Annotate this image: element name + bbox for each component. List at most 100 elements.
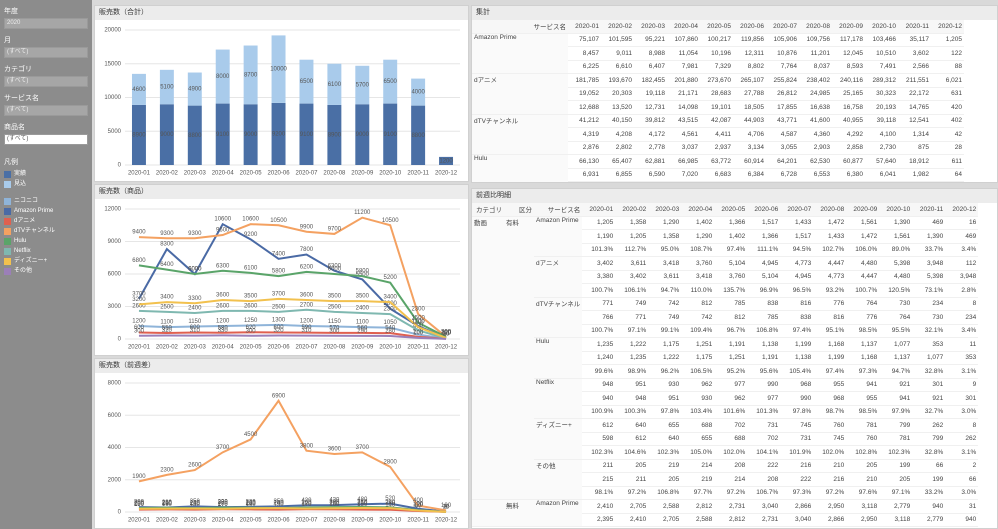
value-cell: 16 <box>945 216 979 230</box>
point-label: 280 <box>301 500 312 506</box>
line-series <box>138 334 447 340</box>
service-cell: ディズニー+ <box>534 418 583 460</box>
table-row: 102.3% 104.6% 102.3% 105.0% 102.0% 104.1% 101.… <box>472 445 979 460</box>
value-cell: 766 <box>582 310 616 325</box>
service-cell: dTVチャンネル <box>534 297 583 338</box>
value-cell: 19,118 <box>634 87 667 101</box>
value-cell: 5,398 <box>912 270 946 284</box>
y-tick-label: 15000 <box>104 61 121 67</box>
value-cell: 749 <box>615 297 649 311</box>
table-row: 2,876 2,802 2,778 3,037 2,937 3,134 3,055 2,903… <box>472 141 964 155</box>
value-cell: 816 <box>780 297 814 311</box>
bar-value-label: 6100 <box>328 82 342 88</box>
bar-value-label: 6500 <box>300 79 314 85</box>
bar-segment <box>271 102 286 165</box>
table-row: 8,457 9,011 8,988 11,054 10,196 12,311 10,876 1… <box>472 46 964 61</box>
value-cell: 6,041 <box>865 168 898 182</box>
chart: 0 5000 10000 15000 20000 2020-01 2020-02 2020-0… <box>104 28 460 177</box>
column-header: 区分 <box>504 203 534 217</box>
point-label: 200 <box>134 501 145 507</box>
bar-value-label: 9000 <box>356 132 370 138</box>
legend-item: 見込 <box>4 180 88 189</box>
value-cell: 4,587 <box>766 127 799 142</box>
point-label: 520 <box>385 496 396 502</box>
x-tick-label: 2020-08 <box>323 171 346 177</box>
legend-swatch <box>4 258 11 265</box>
value-cell: 42,087 <box>700 114 733 128</box>
value-cell: 2,566 <box>898 60 931 74</box>
bar-value-label: 8800 <box>411 133 425 139</box>
filter-label: 月 <box>4 37 11 44</box>
point-label: 2600 <box>244 303 258 309</box>
value-cell: 2,410 <box>582 499 616 514</box>
value-cell: 2,903 <box>799 141 832 155</box>
value-cell: 106.5% <box>681 364 715 379</box>
value-cell: 1,472 <box>846 229 880 244</box>
filter-box[interactable]: 2020 <box>4 18 88 29</box>
value-cell: 289,312 <box>865 73 898 88</box>
value-cell: 1,251 <box>714 351 748 365</box>
x-tick-label: 2020-04 <box>212 345 235 351</box>
value-cell: 182,455 <box>634 73 667 88</box>
legend-item: その他 <box>4 267 88 276</box>
value-cell: 25,165 <box>832 87 865 101</box>
value-cell: 32.8% <box>912 445 946 460</box>
point-label: 210 <box>162 501 173 507</box>
legend-label: dアニメ <box>14 218 36 224</box>
value-cell: 96.7% <box>714 324 748 338</box>
value-cell: 6,553 <box>799 168 832 182</box>
value-cell: 6,728 <box>766 168 799 182</box>
value-cell: 1,314 <box>898 127 931 142</box>
bar-value-label: 4600 <box>132 87 146 93</box>
chart: 0 2000 4000 6000 8000 2020-01 2020-02 2020-03 20… <box>108 381 460 524</box>
x-tick-label: 2020-02 <box>156 171 179 177</box>
value-cell: 30,323 <box>865 87 898 101</box>
value-cell: 97.4% <box>813 364 847 379</box>
column-header: 2020-07 <box>780 203 814 217</box>
bar-segment <box>271 35 286 103</box>
table-row: 4,6154,5654,3894,6754,4514,2514,4814,364… <box>472 181 964 182</box>
x-tick-label: 2020-11 <box>407 518 429 524</box>
value-cell: 11 <box>945 337 979 352</box>
bar-value-label: 10000 <box>270 67 287 73</box>
value-cell: 97.1% <box>615 324 649 338</box>
service-cell: Hulu <box>472 154 568 182</box>
value-cell: 1,982 <box>898 168 931 182</box>
value-cell: 97.7% <box>681 486 715 500</box>
filter-box[interactable]: (すべて) <box>4 47 88 58</box>
filter-box[interactable]: (すべて) <box>4 76 88 87</box>
value-cell: 941 <box>846 378 880 392</box>
column-header: 2020-06 <box>747 203 781 217</box>
value-cell: 785 <box>714 297 748 311</box>
value-cell: 214 <box>681 459 715 473</box>
bar-segment <box>131 104 146 165</box>
point-label: 2500 <box>328 304 342 310</box>
value-cell: 730 <box>912 310 946 325</box>
value-cell: 95.1% <box>813 324 847 338</box>
filter-box[interactable]: (すべて) <box>4 105 88 116</box>
value-cell: 3,418 <box>681 270 715 284</box>
value-cell: 98.1% <box>582 486 616 500</box>
value-cell: 977 <box>714 378 748 392</box>
value-cell: 3.4% <box>945 243 979 257</box>
x-tick-label: 2020-01 <box>128 518 151 524</box>
value-cell: 66 <box>945 472 979 487</box>
value-cell: 1,517 <box>780 229 814 244</box>
value-cell: 3,760 <box>714 270 748 284</box>
point-label: 10500 <box>382 218 399 224</box>
point-label: 10500 <box>270 218 287 224</box>
value-cell: 940 <box>912 499 946 514</box>
point-label: 6000 <box>188 267 202 273</box>
value-cell: 1,240 <box>582 351 616 365</box>
point-label: 5800 <box>272 269 286 275</box>
value-cell: 119,856 <box>733 33 766 47</box>
point-label: 240 <box>190 501 201 507</box>
filter-box[interactable]: (すべて) <box>4 134 88 145</box>
point-label: 6200 <box>300 264 314 270</box>
value-cell: 1,222 <box>648 351 682 365</box>
value-cell: 4,451 <box>700 181 733 182</box>
value-cell: 611 <box>931 154 964 169</box>
x-tick-label: 2020-01 <box>128 345 151 351</box>
point-label: 7400 <box>272 251 286 257</box>
line-series <box>138 398 447 512</box>
